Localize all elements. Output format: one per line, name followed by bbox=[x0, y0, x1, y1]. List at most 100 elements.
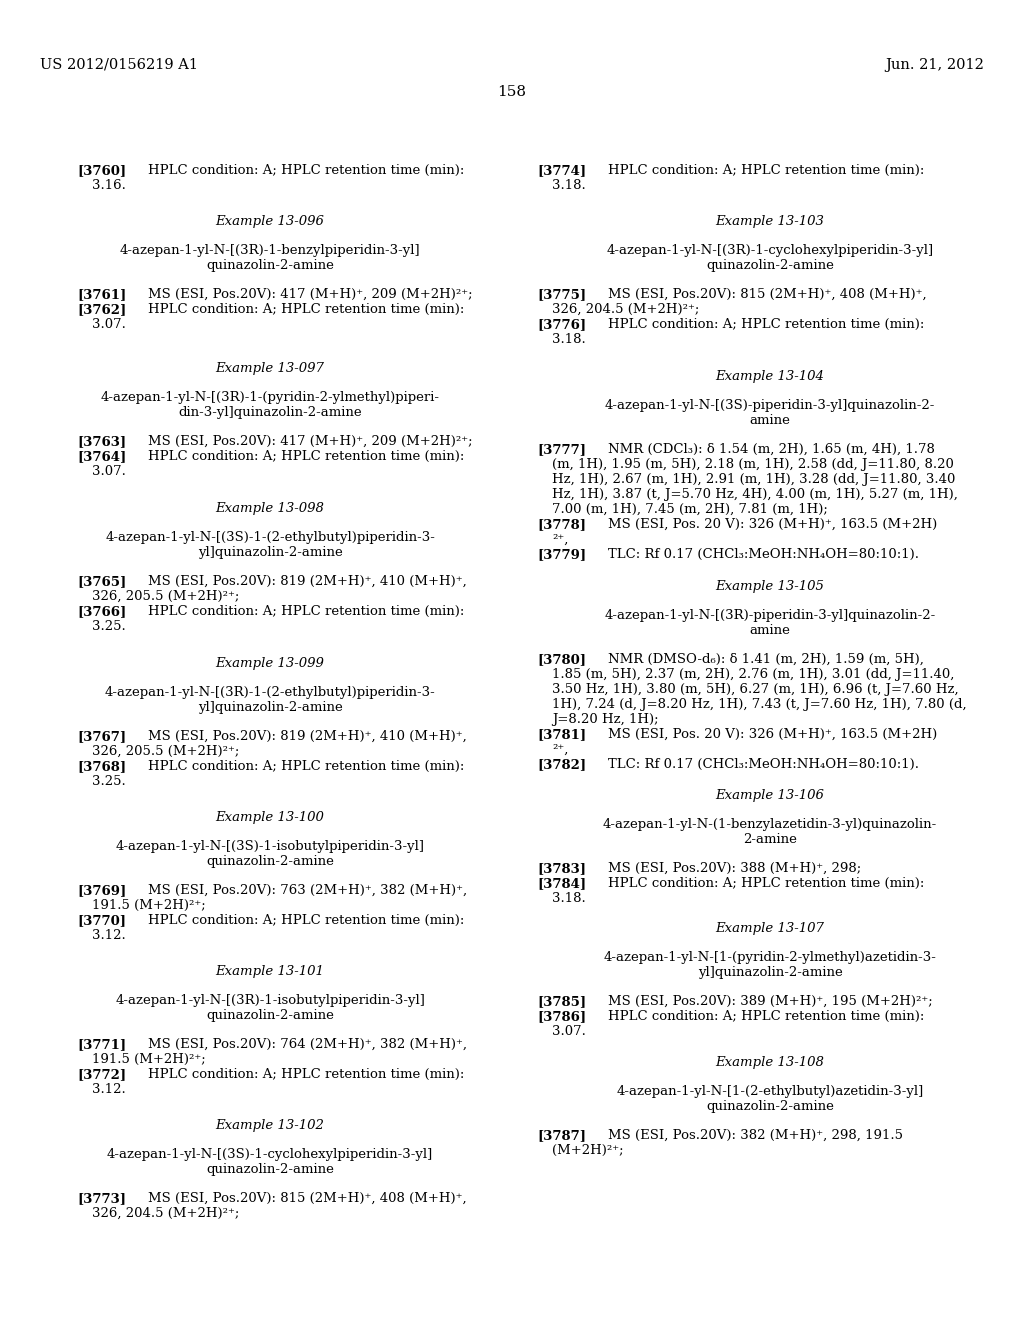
Text: 4-azepan-1-yl-N-[(3S)-1-(2-ethylbutyl)piperidin-3-: 4-azepan-1-yl-N-[(3S)-1-(2-ethylbutyl)pi… bbox=[105, 531, 435, 544]
Text: [3771]: [3771] bbox=[77, 1038, 126, 1051]
Text: quinazolin-2-amine: quinazolin-2-amine bbox=[707, 1100, 834, 1113]
Text: Example 13-102: Example 13-102 bbox=[216, 1119, 325, 1133]
Text: Hz, 1H), 3.87 (t, J=5.70 Hz, 4H), 4.00 (m, 1H), 5.27 (m, 1H),: Hz, 1H), 3.87 (t, J=5.70 Hz, 4H), 4.00 (… bbox=[552, 488, 957, 502]
Text: MS (ESI, Pos.20V): 382 (M+H)⁺, 298, 191.5: MS (ESI, Pos.20V): 382 (M+H)⁺, 298, 191.… bbox=[608, 1129, 903, 1142]
Text: MS (ESI, Pos.20V): 417 (M+H)⁺, 209 (M+2H)²⁺;: MS (ESI, Pos.20V): 417 (M+H)⁺, 209 (M+2H… bbox=[148, 288, 473, 301]
Text: 158: 158 bbox=[498, 84, 526, 99]
Text: 4-azepan-1-yl-N-[(3R)-1-(2-ethylbutyl)piperidin-3-: 4-azepan-1-yl-N-[(3R)-1-(2-ethylbutyl)pi… bbox=[104, 686, 435, 700]
Text: 4-azepan-1-yl-N-[(3R)-1-(pyridin-2-ylmethyl)piperi-: 4-azepan-1-yl-N-[(3R)-1-(pyridin-2-ylmet… bbox=[100, 391, 439, 404]
Text: MS (ESI, Pos.20V): 819 (2M+H)⁺, 410 (M+H)⁺,: MS (ESI, Pos.20V): 819 (2M+H)⁺, 410 (M+H… bbox=[148, 576, 467, 587]
Text: 326, 204.5 (M+2H)²⁺;: 326, 204.5 (M+2H)²⁺; bbox=[552, 304, 699, 315]
Text: [3786]: [3786] bbox=[537, 1010, 586, 1023]
Text: [3783]: [3783] bbox=[537, 862, 586, 875]
Text: HPLC condition: A; HPLC retention time (min):: HPLC condition: A; HPLC retention time (… bbox=[608, 318, 925, 331]
Text: [3779]: [3779] bbox=[537, 548, 586, 561]
Text: HPLC condition: A; HPLC retention time (min):: HPLC condition: A; HPLC retention time (… bbox=[608, 876, 925, 890]
Text: MS (ESI, Pos.20V): 815 (2M+H)⁺, 408 (M+H)⁺,: MS (ESI, Pos.20V): 815 (2M+H)⁺, 408 (M+H… bbox=[608, 288, 927, 301]
Text: Example 13-103: Example 13-103 bbox=[716, 215, 824, 228]
Text: 3.16.: 3.16. bbox=[92, 180, 126, 191]
Text: [3766]: [3766] bbox=[77, 605, 126, 618]
Text: NMR (DMSO-d₆): δ 1.41 (m, 2H), 1.59 (m, 5H),: NMR (DMSO-d₆): δ 1.41 (m, 2H), 1.59 (m, … bbox=[608, 653, 924, 667]
Text: 1.85 (m, 5H), 2.37 (m, 2H), 2.76 (m, 1H), 3.01 (dd, J=11.40,: 1.85 (m, 5H), 2.37 (m, 2H), 2.76 (m, 1H)… bbox=[552, 668, 954, 681]
Text: Example 13-108: Example 13-108 bbox=[716, 1056, 824, 1069]
Text: HPLC condition: A; HPLC retention time (min):: HPLC condition: A; HPLC retention time (… bbox=[608, 1010, 925, 1023]
Text: 3.07.: 3.07. bbox=[552, 1026, 586, 1038]
Text: [3770]: [3770] bbox=[77, 913, 126, 927]
Text: (m, 1H), 1.95 (m, 5H), 2.18 (m, 1H), 2.58 (dd, J=11.80, 8.20: (m, 1H), 1.95 (m, 5H), 2.18 (m, 1H), 2.5… bbox=[552, 458, 954, 471]
Text: MS (ESI, Pos.20V): 815 (2M+H)⁺, 408 (M+H)⁺,: MS (ESI, Pos.20V): 815 (2M+H)⁺, 408 (M+H… bbox=[148, 1192, 467, 1205]
Text: HPLC condition: A; HPLC retention time (min):: HPLC condition: A; HPLC retention time (… bbox=[148, 760, 464, 774]
Text: 3.07.: 3.07. bbox=[92, 465, 126, 478]
Text: yl]quinazolin-2-amine: yl]quinazolin-2-amine bbox=[697, 966, 843, 979]
Text: [3774]: [3774] bbox=[537, 164, 586, 177]
Text: 4-azepan-1-yl-N-[(3R)-1-benzylpiperidin-3-yl]: 4-azepan-1-yl-N-[(3R)-1-benzylpiperidin-… bbox=[120, 244, 420, 257]
Text: Hz, 1H), 2.67 (m, 1H), 2.91 (m, 1H), 3.28 (dd, J=11.80, 3.40: Hz, 1H), 2.67 (m, 1H), 2.91 (m, 1H), 3.2… bbox=[552, 473, 955, 486]
Text: Example 13-107: Example 13-107 bbox=[716, 921, 824, 935]
Text: 4-azepan-1-yl-N-[1-(2-ethylbutyl)azetidin-3-yl]: 4-azepan-1-yl-N-[1-(2-ethylbutyl)azetidi… bbox=[616, 1085, 924, 1098]
Text: 4-azepan-1-yl-N-[(3S)-1-isobutylpiperidin-3-yl]: 4-azepan-1-yl-N-[(3S)-1-isobutylpiperidi… bbox=[116, 840, 425, 853]
Text: MS (ESI, Pos.20V): 388 (M+H)⁺, 298;: MS (ESI, Pos.20V): 388 (M+H)⁺, 298; bbox=[608, 862, 861, 875]
Text: [3784]: [3784] bbox=[537, 876, 586, 890]
Text: 2-amine: 2-amine bbox=[743, 833, 797, 846]
Text: [3776]: [3776] bbox=[537, 318, 586, 331]
Text: HPLC condition: A; HPLC retention time (min):: HPLC condition: A; HPLC retention time (… bbox=[148, 304, 464, 315]
Text: MS (ESI, Pos.20V): 389 (M+H)⁺, 195 (M+2H)²⁺;: MS (ESI, Pos.20V): 389 (M+H)⁺, 195 (M+2H… bbox=[608, 995, 933, 1008]
Text: [3780]: [3780] bbox=[537, 653, 586, 667]
Text: 191.5 (M+2H)²⁺;: 191.5 (M+2H)²⁺; bbox=[92, 1053, 206, 1067]
Text: [3765]: [3765] bbox=[77, 576, 126, 587]
Text: yl]quinazolin-2-amine: yl]quinazolin-2-amine bbox=[198, 701, 342, 714]
Text: 4-azepan-1-yl-N-[(3R)-1-isobutylpiperidin-3-yl]: 4-azepan-1-yl-N-[(3R)-1-isobutylpiperidi… bbox=[115, 994, 425, 1007]
Text: [3778]: [3778] bbox=[537, 517, 586, 531]
Text: 4-azepan-1-yl-N-[(3S)-piperidin-3-yl]quinazolin-2-: 4-azepan-1-yl-N-[(3S)-piperidin-3-yl]qui… bbox=[605, 399, 935, 412]
Text: yl]quinazolin-2-amine: yl]quinazolin-2-amine bbox=[198, 546, 342, 558]
Text: 1H), 7.24 (d, J=8.20 Hz, 1H), 7.43 (t, J=7.60 Hz, 1H), 7.80 (d,: 1H), 7.24 (d, J=8.20 Hz, 1H), 7.43 (t, J… bbox=[552, 698, 967, 711]
Text: amine: amine bbox=[750, 624, 791, 638]
Text: [3781]: [3781] bbox=[537, 729, 586, 741]
Text: [3767]: [3767] bbox=[77, 730, 126, 743]
Text: MS (ESI, Pos.20V): 417 (M+H)⁺, 209 (M+2H)²⁺;: MS (ESI, Pos.20V): 417 (M+H)⁺, 209 (M+2H… bbox=[148, 436, 473, 447]
Text: ²⁺,: ²⁺, bbox=[552, 533, 568, 546]
Text: MS (ESI, Pos. 20 V): 326 (M+H)⁺, 163.5 (M+2H): MS (ESI, Pos. 20 V): 326 (M+H)⁺, 163.5 (… bbox=[608, 729, 937, 741]
Text: 326, 205.5 (M+2H)²⁺;: 326, 205.5 (M+2H)²⁺; bbox=[92, 590, 240, 603]
Text: din-3-yl]quinazolin-2-amine: din-3-yl]quinazolin-2-amine bbox=[178, 407, 361, 418]
Text: [3760]: [3760] bbox=[77, 164, 126, 177]
Text: quinazolin-2-amine: quinazolin-2-amine bbox=[206, 1163, 334, 1176]
Text: MS (ESI, Pos. 20 V): 326 (M+H)⁺, 163.5 (M+2H): MS (ESI, Pos. 20 V): 326 (M+H)⁺, 163.5 (… bbox=[608, 517, 937, 531]
Text: quinazolin-2-amine: quinazolin-2-amine bbox=[206, 1008, 334, 1022]
Text: Example 13-098: Example 13-098 bbox=[216, 502, 325, 515]
Text: 191.5 (M+2H)²⁺;: 191.5 (M+2H)²⁺; bbox=[92, 899, 206, 912]
Text: 3.12.: 3.12. bbox=[92, 929, 126, 942]
Text: [3787]: [3787] bbox=[537, 1129, 586, 1142]
Text: [3782]: [3782] bbox=[537, 758, 586, 771]
Text: [3777]: [3777] bbox=[537, 444, 586, 455]
Text: 3.18.: 3.18. bbox=[552, 892, 586, 906]
Text: Example 13-106: Example 13-106 bbox=[716, 789, 824, 803]
Text: HPLC condition: A; HPLC retention time (min):: HPLC condition: A; HPLC retention time (… bbox=[148, 605, 464, 618]
Text: [3772]: [3772] bbox=[77, 1068, 126, 1081]
Text: HPLC condition: A; HPLC retention time (min):: HPLC condition: A; HPLC retention time (… bbox=[148, 913, 464, 927]
Text: ²⁺,: ²⁺, bbox=[552, 743, 568, 756]
Text: 4-azepan-1-yl-N-[(3R)-piperidin-3-yl]quinazolin-2-: 4-azepan-1-yl-N-[(3R)-piperidin-3-yl]qui… bbox=[604, 609, 936, 622]
Text: HPLC condition: A; HPLC retention time (min):: HPLC condition: A; HPLC retention time (… bbox=[148, 450, 464, 463]
Text: 3.25.: 3.25. bbox=[92, 620, 126, 634]
Text: [3764]: [3764] bbox=[77, 450, 126, 463]
Text: Example 13-104: Example 13-104 bbox=[716, 370, 824, 383]
Text: 3.12.: 3.12. bbox=[92, 1082, 126, 1096]
Text: HPLC condition: A; HPLC retention time (min):: HPLC condition: A; HPLC retention time (… bbox=[608, 164, 925, 177]
Text: Example 13-100: Example 13-100 bbox=[216, 810, 325, 824]
Text: 4-azepan-1-yl-N-[(3S)-1-cyclohexylpiperidin-3-yl]: 4-azepan-1-yl-N-[(3S)-1-cyclohexylpiperi… bbox=[106, 1148, 433, 1162]
Text: (M+2H)²⁺;: (M+2H)²⁺; bbox=[552, 1144, 624, 1158]
Text: amine: amine bbox=[750, 414, 791, 426]
Text: 3.18.: 3.18. bbox=[552, 180, 586, 191]
Text: [3768]: [3768] bbox=[77, 760, 126, 774]
Text: [3761]: [3761] bbox=[77, 288, 126, 301]
Text: quinazolin-2-amine: quinazolin-2-amine bbox=[206, 855, 334, 869]
Text: 326, 205.5 (M+2H)²⁺;: 326, 205.5 (M+2H)²⁺; bbox=[92, 744, 240, 758]
Text: 3.50 Hz, 1H), 3.80 (m, 5H), 6.27 (m, 1H), 6.96 (t, J=7.60 Hz,: 3.50 Hz, 1H), 3.80 (m, 5H), 6.27 (m, 1H)… bbox=[552, 682, 958, 696]
Text: 4-azepan-1-yl-N-[(3R)-1-cyclohexylpiperidin-3-yl]: 4-azepan-1-yl-N-[(3R)-1-cyclohexylpiperi… bbox=[606, 244, 934, 257]
Text: MS (ESI, Pos.20V): 763 (2M+H)⁺, 382 (M+H)⁺,: MS (ESI, Pos.20V): 763 (2M+H)⁺, 382 (M+H… bbox=[148, 884, 467, 898]
Text: Jun. 21, 2012: Jun. 21, 2012 bbox=[885, 58, 984, 73]
Text: quinazolin-2-amine: quinazolin-2-amine bbox=[206, 259, 334, 272]
Text: US 2012/0156219 A1: US 2012/0156219 A1 bbox=[40, 58, 198, 73]
Text: [3762]: [3762] bbox=[77, 304, 126, 315]
